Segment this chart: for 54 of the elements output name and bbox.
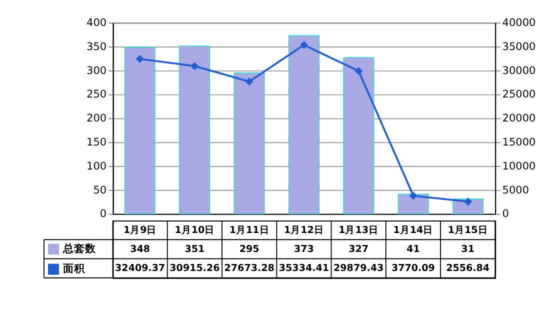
x-tick-label: 1月11日: [229, 224, 270, 236]
y2-tick-label: 30000: [502, 64, 536, 77]
y2-tick-label: 40000: [502, 17, 536, 29]
data-label: 3770.09: [391, 263, 436, 274]
x-tick-label: 1月12日: [284, 224, 324, 236]
data-label: 41: [406, 244, 420, 256]
y-tick-label: 350: [86, 40, 107, 53]
bar: [179, 46, 210, 214]
y2-tick-label: 25000: [502, 88, 536, 101]
point: [245, 78, 254, 86]
data-label: 351: [184, 244, 205, 256]
bar: [234, 72, 265, 214]
data-label: 348: [130, 244, 150, 256]
x-tick-label: 1月15日: [448, 224, 488, 236]
x-tick-label: 1月9日: [123, 224, 157, 236]
point: [300, 40, 308, 49]
legend-label: 总套数: [62, 242, 98, 256]
data-label: 327: [348, 244, 369, 256]
point: [136, 54, 144, 63]
x-tick-label: 1月14日: [393, 224, 434, 236]
y2-tick-label: 10000: [502, 160, 536, 172]
y2-tick-label: 20000: [502, 112, 536, 125]
legend-label: 面积: [62, 263, 86, 276]
data-label: 27673.28: [224, 263, 275, 274]
y-tick-label: 50: [93, 184, 107, 196]
y-tick-label: 150: [86, 136, 107, 148]
bar: [124, 47, 156, 214]
y2-tick-label: 15000: [502, 136, 536, 148]
y-tick-label: 200: [86, 112, 107, 125]
y2-tick-label: 0: [502, 208, 509, 220]
x-tick-label: 1月10日: [174, 224, 215, 236]
point: [190, 62, 199, 70]
data-label: 295: [239, 244, 260, 256]
y2-tick-label: 5000: [502, 184, 530, 196]
y-tick-label: 400: [86, 17, 107, 29]
y-tick-label: 300: [86, 64, 107, 77]
point: [409, 192, 418, 200]
y-tick-label: 0: [100, 208, 107, 220]
bar: [343, 57, 374, 214]
data-label: 35334.41: [278, 263, 330, 274]
point: [354, 67, 363, 76]
data-label: 29879.43: [334, 263, 384, 274]
data-label: 373: [294, 244, 314, 256]
bar: [288, 35, 320, 214]
data-label: 30915.26: [170, 263, 220, 274]
data-label: 31: [461, 244, 474, 256]
data-label: 32409.37: [115, 263, 166, 274]
point: [464, 198, 472, 206]
x-tick-label: 1月13日: [338, 224, 379, 236]
y2-tick-label: 35000: [502, 40, 536, 53]
data-label: 2556.84: [446, 263, 490, 274]
y-tick-label: 250: [86, 88, 107, 101]
y-tick-label: 100: [86, 160, 107, 172]
bar: [398, 194, 429, 214]
